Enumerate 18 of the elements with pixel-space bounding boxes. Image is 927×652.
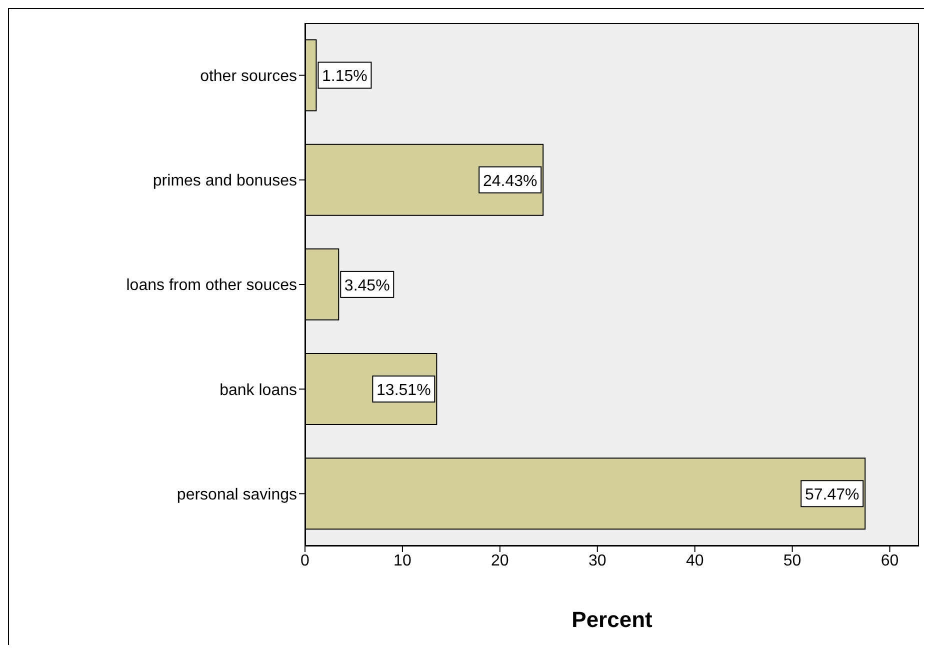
y-tick-label: other sources <box>200 68 297 85</box>
x-tick-label: 0 <box>300 552 310 570</box>
x-tick-label: 50 <box>783 552 802 570</box>
y-tick-label: primes and bonuses <box>152 172 297 190</box>
x-tick-label: 40 <box>686 552 704 570</box>
y-tick-label: loans from other souces <box>126 277 297 294</box>
data-label: 3.45% <box>344 277 390 294</box>
y-tick-label: personal savings <box>176 486 297 504</box>
x-tick-label: 60 <box>880 552 899 570</box>
x-tick-label: 30 <box>588 552 606 570</box>
data-label: 1.15% <box>322 68 368 86</box>
x-axis-title: Percent <box>572 607 654 632</box>
data-label: 57.47% <box>804 486 860 504</box>
x-tick-label: 10 <box>394 552 412 570</box>
y-tick-label: bank loans <box>220 382 297 399</box>
x-tick-label: 20 <box>491 552 509 570</box>
data-label: 13.51% <box>376 382 431 400</box>
data-label: 24.43% <box>482 172 538 190</box>
